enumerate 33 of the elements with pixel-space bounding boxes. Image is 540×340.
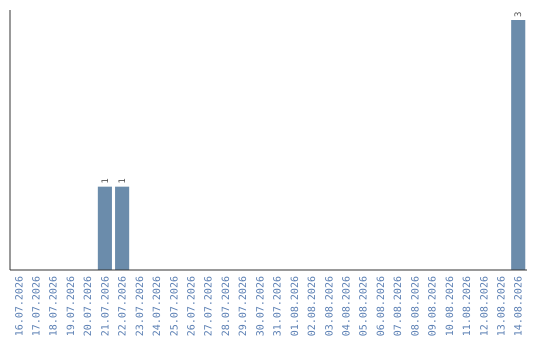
x-tick-label: 26.07.2026 <box>186 276 198 336</box>
data-label: 3 <box>514 12 524 17</box>
x-tick-label: 31.07.2026 <box>272 276 284 336</box>
x-tick-label: 25.07.2026 <box>169 276 180 336</box>
x-tick-label: 11.08.2026 <box>462 276 474 336</box>
x-tick-label: 03.08.2026 <box>324 276 336 336</box>
x-tick-label: 28.07.2026 <box>220 276 232 336</box>
x-tick-label: 27.07.2026 <box>204 276 215 336</box>
x-tick-label: 07.08.2026 <box>393 276 404 336</box>
x-tick-label: 13.08.2026 <box>496 276 508 336</box>
x-tick-label: 06.08.2026 <box>376 276 387 336</box>
x-tick-label: 23.07.2026 <box>134 276 146 336</box>
data-label: 1 <box>100 178 111 184</box>
x-tick-label: 24.07.2026 <box>152 276 164 336</box>
x-tick-label: 20.07.2026 <box>83 276 94 336</box>
x-tick-label: 09.08.2026 <box>428 276 439 336</box>
x-tick-label: 21.07.2026 <box>100 276 112 336</box>
x-tick-label: 04.08.2026 <box>342 276 352 336</box>
x-tick-label: 22.07.2026 <box>118 276 129 336</box>
x-tick-label: 17.07.2026 <box>32 276 43 336</box>
x-tick-label: 14.08.2026 <box>514 276 525 336</box>
x-tick-label: 18.07.2026 <box>48 276 60 336</box>
x-tick-label: 16.07.2026 <box>14 276 26 336</box>
x-tick-label: 12.08.2026 <box>479 276 490 336</box>
x-tick-label: 01.08.2026 <box>290 276 301 336</box>
x-tick-label: 02.08.2026 <box>307 276 318 336</box>
x-tick-label: 19.07.2026 <box>66 276 77 336</box>
x-tick-label: 30.07.2026 <box>255 276 266 336</box>
x-tick-label: 29.07.2026 <box>238 276 250 336</box>
x-tick-label: 05.08.2026 <box>358 276 370 336</box>
data-label: 1 <box>118 178 128 184</box>
x-tick-label: 10.08.2026 <box>444 276 456 336</box>
x-tick-label: 08.08.2026 <box>410 276 422 336</box>
